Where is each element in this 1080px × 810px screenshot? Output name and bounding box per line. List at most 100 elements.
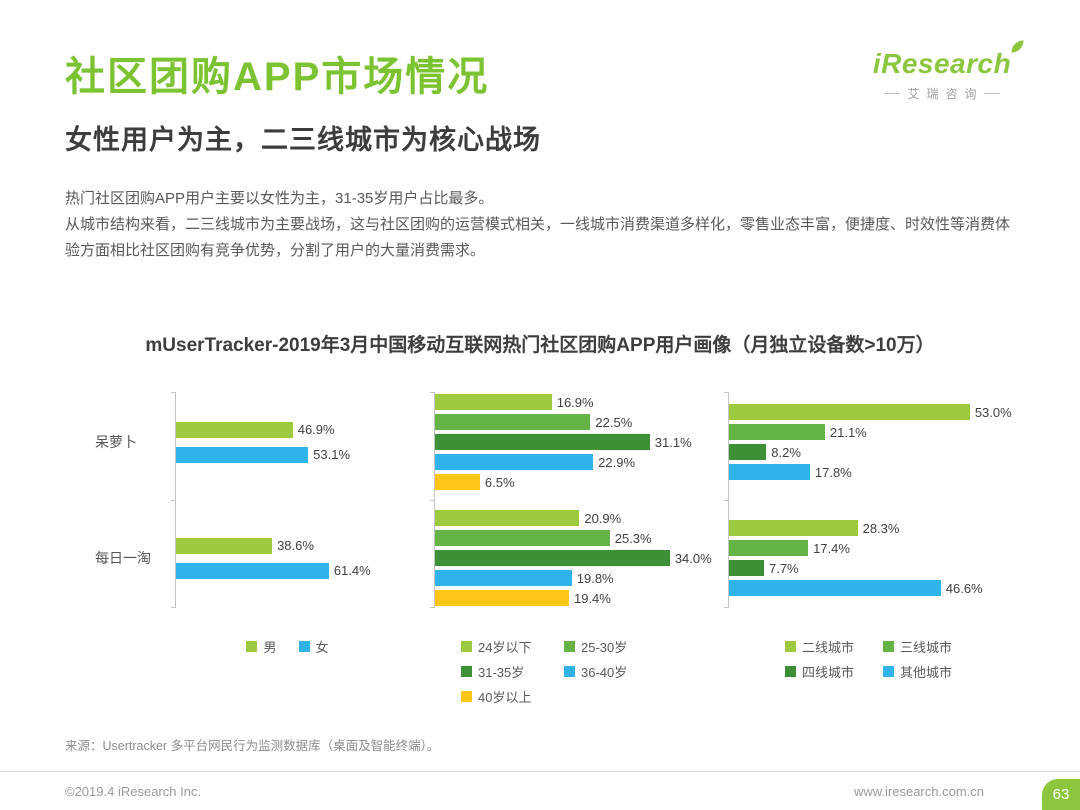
- bar-女: [176, 562, 329, 579]
- bar-row: 53.1%: [176, 446, 400, 463]
- legend-label: 四线城市: [802, 665, 855, 680]
- logo-wordmark-text: iResearch: [872, 48, 1012, 79]
- bar-value-label: 16.9%: [556, 394, 594, 410]
- bar-value-label: 22.9%: [598, 454, 636, 470]
- bar-value-label: 46.9%: [297, 422, 335, 437]
- legend-label: 其他城市: [900, 665, 953, 680]
- legend-item: 31-35岁: [461, 662, 558, 681]
- axis-tick: [171, 607, 176, 608]
- bar-row: 53.0%: [729, 404, 1038, 420]
- bar-group: 53.0% 21.1% 8.2% 17.8%: [729, 392, 1038, 492]
- bar-row: 16.9%: [435, 394, 694, 410]
- legend-label: 31-35岁: [478, 665, 525, 680]
- bar-36-40岁: [435, 454, 594, 470]
- bar-value-label: 61.4%: [333, 563, 371, 578]
- axis-tick: [724, 500, 729, 501]
- bar-value-label: 19.4%: [573, 590, 611, 606]
- bar-value-label: 17.4%: [813, 540, 850, 556]
- axis-tick: [171, 392, 176, 393]
- legend-item: 三线城市: [883, 637, 975, 656]
- legend-label: 男: [263, 640, 277, 655]
- bar-31-35岁: [435, 550, 670, 566]
- city-tier-chart: 53.0% 21.1% 8.2% 17.8% 28.3% 17.4% 7.7% 46.6% 二…: [724, 392, 1038, 709]
- city-tier-chart-plot: 53.0% 21.1% 8.2% 17.8% 28.3% 17.4% 7.7% 46.6%: [724, 392, 1038, 608]
- gender-chart-plot: 46.9% 53.1% 38.6% 61.4%: [171, 392, 400, 608]
- legend-label: 25-30岁: [581, 640, 628, 655]
- bar-二线城市: [729, 404, 970, 420]
- legend-label: 三线城市: [900, 640, 953, 655]
- bar-value-label: 20.9%: [584, 510, 622, 526]
- bar-value-label: 34.0%: [674, 550, 712, 566]
- charts-area: 呆萝卜 每日一淘 46.9% 53.1% 38.6% 61.4% 男女 16.9% 22…: [95, 392, 1038, 709]
- axis-tick: [171, 500, 176, 501]
- legend-label: 24岁以下: [478, 640, 532, 655]
- footer: ©2019.4 iResearch Inc. www.iresearch.com…: [65, 784, 984, 799]
- bar-value-label: 31.1%: [654, 434, 692, 450]
- category-label-meiriyitao: 每日一淘: [95, 550, 151, 566]
- page-title: 社区团购APP市场情况: [65, 55, 490, 99]
- bar-value-label: 8.2%: [771, 444, 801, 460]
- category-label-dailuobo: 呆萝卜: [95, 434, 137, 450]
- header: 社区团购APP市场情况 女性用户为主，二三线城市为核心战场 iResearch …: [65, 40, 1024, 157]
- axis-tick: [430, 500, 435, 501]
- bar-row: 31.1%: [435, 434, 694, 450]
- legend-item: 二线城市: [785, 637, 877, 656]
- bar-group: 38.6% 61.4%: [176, 508, 400, 608]
- iresearch-logo: iResearch 艾瑞咨询: [862, 40, 1024, 102]
- bar-value-label: 6.5%: [484, 474, 515, 490]
- bar-24岁以下: [435, 510, 580, 526]
- gender-chart-legend: 男女: [175, 634, 400, 659]
- bar-row: 20.9%: [435, 510, 694, 526]
- bar-row: 61.4%: [176, 562, 400, 579]
- axis-tick: [724, 392, 729, 393]
- legend-item: 25-30岁: [564, 637, 661, 656]
- axis-tick: [724, 607, 729, 608]
- legend-swatch: [564, 641, 575, 652]
- bar-row: 6.5%: [435, 474, 694, 490]
- bar-value-label: 25.3%: [614, 530, 652, 546]
- bar-value-label: 28.3%: [862, 520, 900, 536]
- legend-label: 二线城市: [802, 640, 855, 655]
- legend-swatch: [461, 666, 472, 677]
- bar-row: 46.6%: [729, 580, 1038, 596]
- bar-女: [176, 446, 309, 463]
- legend-item: 36-40岁: [564, 662, 661, 681]
- bar-group: 20.9% 25.3% 34.0% 19.8% 19.4%: [435, 508, 712, 608]
- bar-男: [176, 537, 273, 554]
- page-number-badge: 63: [1042, 779, 1080, 810]
- bar-group: 28.3% 17.4% 7.7% 46.6%: [729, 508, 1038, 608]
- legend-item: 男: [246, 637, 277, 656]
- website-url: www.iresearch.com.cn: [853, 784, 984, 799]
- bar-三线城市: [729, 540, 809, 556]
- bar-36-40岁: [435, 570, 572, 586]
- bar-31-35岁: [435, 434, 650, 450]
- axis-tick: [430, 607, 435, 608]
- legend-label: 36-40岁: [581, 665, 628, 680]
- bar-二线城市: [729, 520, 858, 536]
- source-note: 来源：Usertracker 多平台网民行为监测数据库（桌面及智能终端）。: [65, 739, 440, 753]
- logo-wordmark: iResearch: [872, 40, 1024, 80]
- legend-swatch: [785, 641, 796, 652]
- bar-40岁以上: [435, 590, 569, 606]
- copyright-text: ©2019.4 iResearch Inc.: [65, 784, 202, 799]
- page-subtitle: 女性用户为主，二三线城市为核心战场: [65, 125, 541, 155]
- bar-25-30岁: [435, 414, 591, 430]
- bar-row: 21.1%: [729, 424, 1038, 440]
- legend-swatch: [883, 666, 894, 677]
- bar-四线城市: [729, 444, 767, 460]
- bar-row: 8.2%: [729, 444, 1038, 460]
- age-chart: 16.9% 22.5% 31.1% 22.9% 6.5% 20.9% 25.3% 34.0% 1…: [430, 392, 712, 709]
- bar-value-label: 7.7%: [768, 560, 799, 576]
- legend-swatch: [461, 691, 472, 702]
- bar-row: 28.3%: [729, 520, 1038, 536]
- bar-value-label: 21.1%: [829, 424, 867, 440]
- age-chart-plot: 16.9% 22.5% 31.1% 22.9% 6.5% 20.9% 25.3% 34.0% 1…: [430, 392, 712, 608]
- legend-item: 四线城市: [785, 662, 877, 681]
- bar-group: 16.9% 22.5% 31.1% 22.9% 6.5%: [435, 392, 694, 492]
- category-labels: 呆萝卜 每日一淘: [95, 392, 175, 709]
- bar-value-label: 22.5%: [595, 414, 633, 430]
- legend-swatch: [785, 666, 796, 677]
- legend-swatch: [564, 666, 575, 677]
- city-tier-chart-legend: 二线城市 三线城市四线城市 其他城市: [785, 634, 981, 684]
- bar-value-label: 53.0%: [974, 404, 1012, 420]
